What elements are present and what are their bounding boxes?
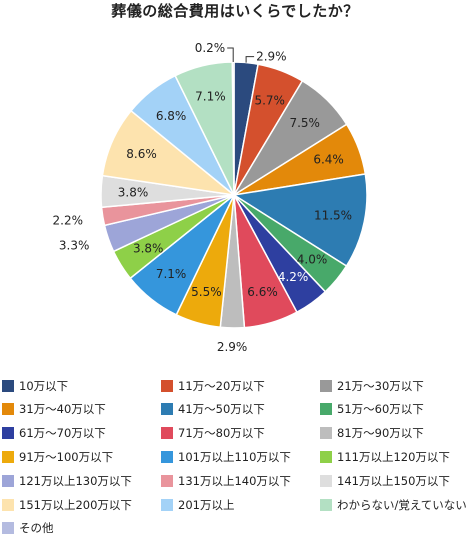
slice-value-label: 3.8%	[133, 241, 164, 255]
pie-slice	[231, 61, 235, 196]
legend-item: 21万～30万以下	[320, 378, 424, 393]
legend-label: 21万～30万以下	[337, 378, 424, 393]
legend-item: 131万以上140万以下	[161, 473, 291, 488]
legend-swatch	[161, 379, 173, 392]
legend-swatch	[320, 498, 332, 511]
leader-line	[245, 56, 255, 63]
slice-value-label: 6.8%	[156, 109, 187, 123]
leader-line	[227, 47, 234, 62]
slice-value-label: 2.9%	[217, 340, 248, 354]
legend-swatch	[320, 450, 332, 463]
legend-label: 121万以上130万以下	[19, 473, 132, 488]
legend-label: 81万～90万以下	[337, 426, 424, 441]
legend-swatch	[2, 379, 14, 392]
slice-value-label: 7.5%	[289, 116, 320, 130]
legend-swatch	[2, 403, 14, 416]
legend-item: 201万以上	[161, 497, 234, 512]
slice-value-label: 8.6%	[126, 147, 157, 161]
legend-item: 51万～60万以下	[320, 402, 424, 417]
legend-item: 121万以上130万以下	[2, 473, 132, 488]
legend-label: 31万～40万以下	[19, 402, 106, 417]
legend-label: 71万～80万以下	[178, 426, 265, 441]
slice-value-label: 7.1%	[156, 267, 187, 281]
legend-label: 91万～100万以下	[19, 449, 114, 464]
pie-slices	[100, 61, 368, 329]
leader-lines	[227, 47, 255, 63]
slice-value-label: 2.2%	[53, 213, 84, 227]
legend-swatch	[320, 379, 332, 392]
legend-item: 91万～100万以下	[2, 449, 113, 464]
data-labels: 2.9% 5.7% 7.5% 6.4% 11.5% 4.0% 4.2%6.6% 2.9% 5.5…	[53, 41, 353, 354]
legend-label: 201万以上	[178, 497, 235, 512]
legend-label: 131万以上140万以下	[178, 473, 291, 488]
legend-label: 111万以上120万以下	[337, 449, 450, 464]
legend-item: 61万～70万以下	[2, 426, 106, 441]
legend-swatch	[320, 427, 332, 440]
legend-item: 111万以上120万以下	[320, 449, 450, 464]
slice-value-label: 3.3%	[59, 239, 90, 253]
slice-value-label: 4.0%	[297, 252, 328, 266]
legend-swatch	[161, 403, 173, 416]
chart-title: 葬儀の総合費用はいくらでしたか？	[111, 2, 359, 20]
pie-chart: 2.9% 5.7% 7.5% 6.4% 11.5% 4.0% 4.2%6.6% 2.9% 5.5…	[53, 41, 368, 354]
legend-label: 151万以上200万以下	[19, 497, 132, 512]
legend-swatch	[2, 474, 14, 487]
legend-label: 10万以下	[19, 378, 69, 393]
slice-value-label: 3.8%	[118, 185, 149, 199]
legend: 10万以下 11万～20万以下 21万～30万以下 31万～40万以下 41万～50万以…	[0, 374, 470, 551]
legend-item: 71万～80万以下	[161, 426, 265, 441]
slice-value-label: 5.5%	[191, 285, 222, 299]
legend-item: その他	[2, 521, 54, 536]
slice-value-label: 6.4%	[313, 153, 344, 167]
slice-value-label: 0.2%	[195, 41, 226, 55]
legend-label: わからない/覚えていない	[337, 497, 467, 512]
legend-swatch	[161, 450, 173, 463]
legend-swatch	[2, 498, 14, 511]
legend-swatch	[161, 474, 173, 487]
legend-label: その他	[19, 521, 54, 536]
legend-item: 101万以上110万以下	[161, 449, 291, 464]
slice-value-label: 5.7%	[254, 93, 285, 107]
legend-swatch	[2, 427, 14, 440]
legend-label: 141万以上150万以下	[337, 473, 450, 488]
legend-label: 51万～60万以下	[337, 402, 424, 417]
legend-swatch	[2, 450, 14, 463]
legend-item: 151万以上200万以下	[2, 497, 132, 512]
pie-slice	[231, 173, 368, 268]
legend-item: 141万以上150万以下	[320, 473, 450, 488]
legend-label: 11万～20万以下	[178, 378, 265, 393]
legend-swatch	[320, 474, 332, 487]
legend-swatch	[320, 403, 332, 416]
legend-item: 31万～40万以下	[2, 402, 106, 417]
legend-swatch	[161, 498, 173, 511]
legend-swatch	[2, 522, 14, 535]
legend-label: 61万～70万以下	[19, 426, 106, 441]
legend-swatch	[161, 427, 173, 440]
legend-item: 10万以下	[2, 378, 68, 393]
slice-value-label: 7.1%	[195, 90, 226, 104]
slice-value-label: 4.2%	[278, 270, 309, 284]
legend-item: 41万～50万以下	[161, 402, 265, 417]
slice-value-label: 6.6%	[247, 285, 278, 299]
slice-value-label: 2.9%	[256, 50, 287, 64]
legend-item: 11万～20万以下	[161, 378, 265, 393]
slice-value-label: 11.5%	[314, 208, 352, 222]
legend-label: 101万以上110万以下	[178, 449, 291, 464]
legend-item: 81万～90万以下	[320, 426, 424, 441]
legend-item: わからない/覚えていない	[320, 497, 467, 512]
legend-label: 41万～50万以下	[178, 402, 265, 417]
